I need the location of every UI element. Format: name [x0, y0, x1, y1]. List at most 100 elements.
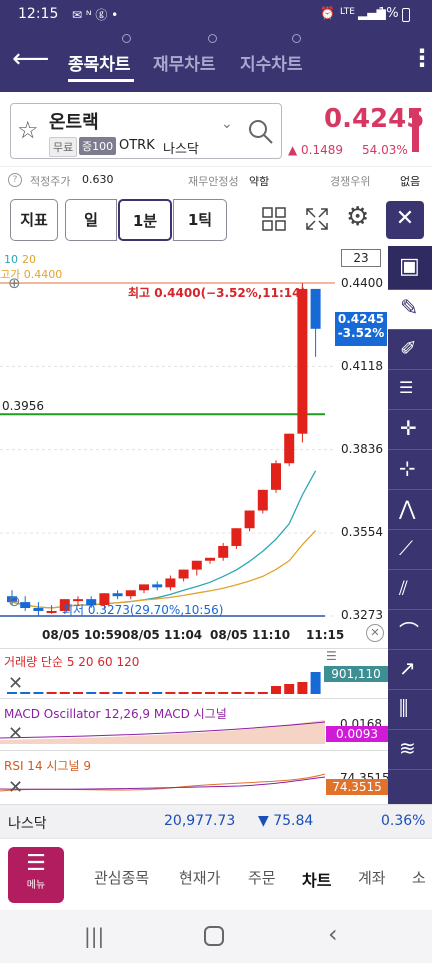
stock-selector[interactable]: ☆ 온트랙 무료 증100 OTRK 나스닥 ⌄: [10, 103, 282, 159]
favorite-star-icon[interactable]: ☆: [17, 116, 39, 144]
close-rsi-icon[interactable]: ✕: [8, 777, 24, 798]
price-change: ▲ 0.1489: [288, 143, 344, 157]
volume-label: 거래량 단순 5 20 60 120: [4, 655, 140, 669]
horizontal-line-icon[interactable]: ⊹: [388, 450, 432, 490]
market-index-bar[interactable]: 나스닥 20,977.73 ▼ 75.84 0.36%: [0, 804, 432, 838]
macd-line: [0, 721, 326, 739]
candle: [191, 560, 202, 570]
bottom-nav: ☰ 메뉴 관심종목 현재가 주문 차트 계좌 소: [0, 838, 432, 910]
network-label: LTE: [340, 7, 355, 17]
volume-bar: [310, 672, 321, 694]
channel-icon[interactable]: ⫽: [388, 570, 432, 610]
zoom-in-icon[interactable]: ⊕: [8, 274, 21, 292]
candle-count-box[interactable]: 23: [341, 249, 381, 267]
nav-account[interactable]: 계좌: [358, 869, 386, 887]
rsi-pane: RSI 14 시그널 9 ✕ 74.3515 74.3515: [0, 750, 390, 804]
low-annotation: 최저 0.3273(29.70%,10:56): [62, 603, 224, 617]
volume-bar: [152, 692, 163, 694]
tools-icon[interactable]: ✕: [386, 201, 424, 239]
save-icon[interactable]: ▣: [388, 246, 432, 290]
battery-icon: [402, 8, 410, 22]
fan-icon[interactable]: ⌒: [388, 610, 432, 650]
back-arrow-icon[interactable]: ⟵: [12, 44, 50, 74]
tab-financial-chart[interactable]: 재무차트: [153, 55, 216, 75]
volume-bar: [165, 692, 176, 694]
volume-bar: [20, 692, 31, 694]
candle: [244, 510, 255, 529]
candle: [205, 557, 215, 561]
financial-stability-value: 약함: [249, 175, 270, 188]
candle: [284, 433, 295, 464]
current-price: 0.4245: [324, 104, 425, 134]
current-price-tag: 0.4245 -3.52%: [335, 312, 387, 346]
expand-icon[interactable]: [305, 207, 329, 231]
nav-order[interactable]: 주문: [248, 869, 276, 887]
crosshair-icon[interactable]: ✛: [388, 410, 432, 450]
y-tick: 0.3273: [341, 608, 383, 622]
y-tick: 0.4400: [341, 276, 383, 290]
candle: [33, 608, 44, 611]
volume-bar: [191, 692, 202, 694]
chart-area[interactable]: 10 20 고가 0.4400 ⊕ ⊖ 23 최고 0.4400(−3.52%,…: [0, 246, 390, 804]
high-annotation: 최고 0.4400(−3.52%,11:14): [128, 286, 306, 300]
price-chart[interactable]: [0, 246, 388, 804]
zoom-out-icon[interactable]: ⊖: [8, 592, 21, 610]
eraser-icon[interactable]: ✎: [388, 290, 432, 330]
candle: [178, 569, 189, 579]
home-icon[interactable]: [204, 926, 224, 946]
pane-menu-icon[interactable]: ☰: [326, 649, 337, 663]
volume-pane: 거래량 단순 5 20 60 120 ✕ ☰ 901,110: [0, 648, 388, 698]
candle: [139, 584, 149, 591]
back-icon[interactable]: ‹: [328, 920, 338, 948]
recent-apps-icon[interactable]: |||: [84, 924, 105, 948]
tab-stock-chart[interactable]: 종목차트: [68, 55, 131, 75]
nav-watchlist[interactable]: 관심종목: [94, 869, 150, 887]
volume-bar: [112, 692, 123, 694]
volume-bar: [244, 692, 255, 694]
nav-current-price[interactable]: 현재가: [179, 869, 221, 887]
tab-index-chart[interactable]: 지수차트: [240, 55, 303, 75]
candle: [112, 593, 123, 597]
gann-icon[interactable]: ≋: [388, 730, 432, 770]
period-1tick-button[interactable]: 1틱: [173, 199, 227, 241]
period-day-button[interactable]: 일: [65, 199, 117, 241]
close-macd-icon[interactable]: ✕: [8, 723, 24, 744]
signal-icon: ▂▄▆: [358, 6, 386, 20]
app-bar: ⟵ 종목차트 재무차트 지수차트 ⋮: [0, 30, 432, 92]
nav-more[interactable]: 소: [412, 869, 426, 887]
candle: [271, 463, 281, 490]
menu-button[interactable]: ☰ 메뉴: [8, 847, 64, 903]
high-price-label: 고가 0.4400: [0, 268, 63, 281]
zigzag-icon[interactable]: ⋀: [388, 490, 432, 530]
eraser-all-icon[interactable]: ✐: [388, 330, 432, 370]
close-volume-icon[interactable]: ✕: [8, 673, 24, 694]
x-tick: 08/05 11:04: [122, 628, 203, 642]
more-menu-icon[interactable]: ⋮: [410, 44, 432, 72]
free-badge: 무료: [49, 137, 78, 157]
stock-name: 온트랙: [49, 112, 99, 133]
notification-icons: ✉ ᴺ ⓖ •: [72, 8, 119, 22]
fair-price-value: 0.630: [82, 173, 114, 186]
help-icon[interactable]: ?: [8, 173, 22, 187]
period-1min-button[interactable]: 1분: [118, 199, 172, 241]
candle: [20, 602, 31, 609]
volume-bar: [139, 692, 149, 694]
nav-chart[interactable]: 차트: [302, 871, 332, 890]
status-time: 12:15: [18, 6, 59, 22]
volume-bar: [218, 692, 229, 694]
chevron-down-icon[interactable]: ⌄: [221, 116, 233, 132]
close-circle-icon[interactable]: ✕: [366, 624, 384, 642]
trendline-icon[interactable]: ⟋: [388, 530, 432, 570]
indicator-button[interactable]: 지표: [10, 199, 58, 241]
fibonacci-icon[interactable]: ☰: [388, 370, 432, 410]
settings-gear-icon[interactable]: ⚙: [346, 202, 370, 232]
search-icon[interactable]: [247, 118, 275, 146]
alarm-icon: ⏰: [320, 6, 335, 20]
candle: [297, 288, 308, 434]
status-bar: 12:15 ✉ ᴺ ⓖ • ⏰ LTE ▂▄▆ 1%: [0, 0, 432, 30]
hline-value-label: 0.3956: [2, 399, 44, 413]
vertical-lines-icon[interactable]: ⫼: [388, 690, 432, 730]
grid-layout-icon[interactable]: [262, 207, 286, 231]
ray-icon[interactable]: ↗: [388, 650, 432, 690]
market-index-name: 나스닥: [8, 816, 47, 832]
